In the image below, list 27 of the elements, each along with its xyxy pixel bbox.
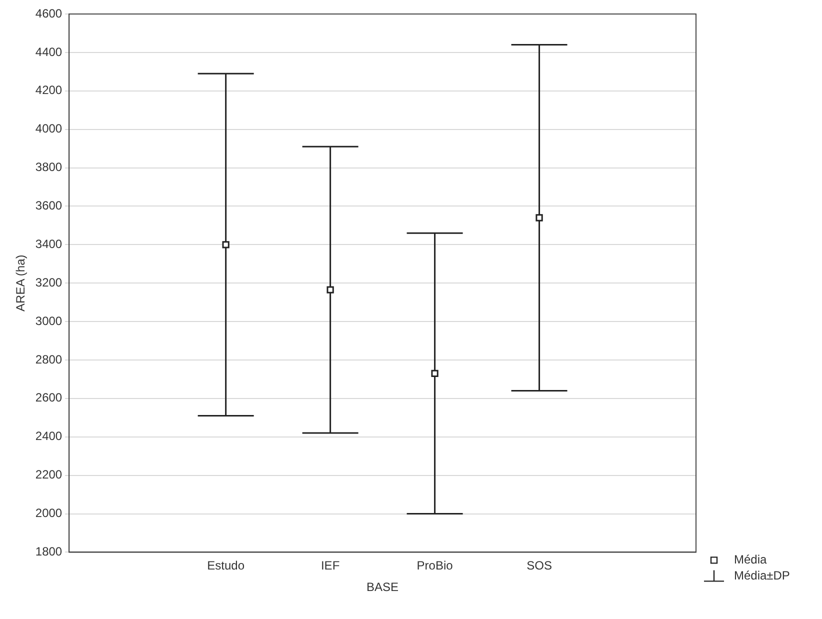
legend-label: Média — [734, 552, 768, 567]
y-tick-label: 3600 — [35, 198, 62, 213]
y-tick-label: 3000 — [35, 314, 62, 328]
text: Média±DP — [734, 568, 790, 583]
x-tick-label: IEF — [320, 558, 340, 573]
point — [536, 214, 543, 222]
y-tick-label: 2000 — [35, 506, 62, 520]
point — [326, 286, 334, 294]
y-tick-label: 3800 — [35, 160, 62, 174]
y-tick-label: 2800 — [35, 352, 62, 366]
y-tick-label: 1800 — [35, 544, 62, 559]
y-tick-label: 2400 — [35, 429, 62, 444]
point — [431, 370, 438, 378]
x-tick-label: ProBio — [416, 558, 454, 573]
x-tick-label: SOS — [526, 558, 552, 573]
y-axis-title: AREA (ha) — [14, 254, 28, 312]
y-tick-label: 4400 — [35, 44, 62, 59]
y-tick-label: 2200 — [35, 468, 62, 482]
x-axis-title: BASE — [366, 580, 399, 594]
y-tick-label: 3400 — [35, 236, 62, 251]
y-tick-label: 4600 — [35, 6, 62, 20]
x-tick-label: Estudo — [207, 558, 245, 573]
y-tick-label: 4200 — [35, 83, 62, 98]
point — [222, 241, 230, 248]
y-tick-label: 3200 — [35, 275, 62, 290]
y-tick-label: 4000 — [35, 122, 62, 136]
y-tick-label: 2600 — [35, 390, 62, 405]
